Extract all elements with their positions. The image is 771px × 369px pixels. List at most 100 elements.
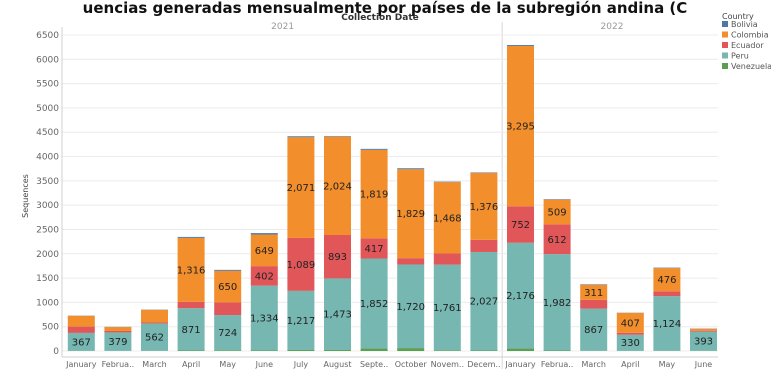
bar-segment-venezuela bbox=[324, 350, 351, 351]
x-tick-label: Novem.. bbox=[431, 360, 464, 369]
bar-segment-ecuador bbox=[543, 224, 571, 255]
data-label-ecuador: 402 bbox=[255, 271, 274, 282]
bar-segment-peru bbox=[397, 264, 425, 349]
y-tick-label: 2500 bbox=[36, 225, 59, 235]
y-tick-label: 0 bbox=[53, 347, 59, 357]
data-label-ecuador: 893 bbox=[328, 252, 347, 263]
x-tick-label: March bbox=[142, 360, 166, 369]
bars bbox=[67, 45, 717, 351]
legend-swatch-ecuador bbox=[722, 42, 728, 48]
data-label-peru: 1,217 bbox=[287, 316, 316, 327]
data-label-peru: 724 bbox=[218, 328, 237, 339]
bar-segment-bolivia bbox=[214, 269, 242, 271]
data-label-peru: 379 bbox=[108, 337, 127, 348]
x-tick-label: June bbox=[694, 360, 713, 369]
data-label-colombia: 1,376 bbox=[470, 202, 499, 213]
bar-segment-colombia bbox=[287, 137, 315, 238]
data-label-ecuador: 612 bbox=[548, 235, 567, 246]
data-label-peru: 330 bbox=[621, 338, 640, 349]
data-label-peru: 2,027 bbox=[470, 297, 499, 308]
data-label-colombia: 2,071 bbox=[287, 183, 316, 194]
bar-segment-venezuela bbox=[397, 348, 425, 351]
bar-segment-colombia bbox=[324, 136, 351, 236]
bar-segment-peru bbox=[580, 308, 608, 351]
data-label-peru: 1,852 bbox=[360, 299, 389, 310]
bar-segment-ecuador bbox=[616, 332, 644, 335]
column-header: Collection Date bbox=[341, 13, 418, 23]
bar-segment-colombia bbox=[141, 309, 168, 323]
bar-segment-colombia bbox=[397, 169, 425, 259]
bar-segment-colombia bbox=[616, 312, 644, 333]
bar-segment-venezuela bbox=[287, 350, 315, 351]
bar-segment-colombia bbox=[433, 182, 461, 254]
bar-segment-ecuador bbox=[690, 330, 717, 332]
bar-segment-venezuela bbox=[433, 350, 461, 351]
bar-segment-colombia bbox=[470, 172, 498, 240]
data-label-ecuador: 1,089 bbox=[287, 260, 316, 271]
bar-segment-bolivia bbox=[177, 236, 205, 238]
bar-segment-colombia bbox=[580, 284, 608, 300]
bar-segment-peru bbox=[287, 290, 315, 351]
legend-swatch-bolivia bbox=[722, 21, 728, 27]
data-label-colombia: 3,295 bbox=[506, 122, 535, 133]
y-axis: 0 500 1000 1500 2000 2500 3000 3500 4000 4500 5000… bbox=[36, 27, 63, 357]
bar-segment-bolivia bbox=[507, 45, 534, 47]
bar-segment-colombia bbox=[104, 327, 132, 331]
data-label-peru: 2,176 bbox=[506, 291, 535, 302]
legend-item-colombia: Colombia bbox=[731, 31, 769, 40]
bar-segment-peru bbox=[177, 308, 205, 351]
bar-segment-colombia bbox=[214, 270, 242, 303]
x-tick-label: Februa.. bbox=[102, 360, 135, 369]
bar-segment-peru bbox=[67, 332, 95, 351]
legend-title: Country bbox=[722, 12, 754, 21]
data-label-colombia: 509 bbox=[548, 208, 567, 219]
data-label-colombia: 1,819 bbox=[360, 190, 389, 201]
x-tick-label: May bbox=[219, 360, 236, 369]
y-axis-label: Sequences bbox=[21, 174, 30, 218]
bar-segment-peru bbox=[214, 315, 242, 351]
legend-item-ecuador: Ecuador bbox=[731, 41, 764, 50]
y-tick-label: 2000 bbox=[36, 250, 59, 260]
bar-segment-peru bbox=[690, 331, 717, 351]
data-label-peru: 393 bbox=[694, 337, 713, 348]
data-label-peru: 367 bbox=[72, 337, 91, 348]
data-label-colombia: 1,468 bbox=[433, 213, 462, 224]
y-tick-label: 6000 bbox=[36, 55, 59, 65]
x-tick-label: June bbox=[255, 360, 274, 369]
bar-segment-ecuador bbox=[250, 266, 278, 286]
legend-item-venezuela: Venezuela bbox=[731, 62, 771, 71]
bar-segment-colombia bbox=[690, 328, 717, 331]
x-tick-label: January bbox=[504, 360, 536, 369]
x-tick-label: Septe.. bbox=[360, 360, 388, 369]
bar-segment-venezuela bbox=[360, 348, 388, 351]
legend-swatch-venezuela bbox=[722, 63, 728, 69]
bar-segment-ecuador bbox=[360, 238, 388, 259]
bar-segment-venezuela bbox=[214, 350, 242, 351]
data-label-colombia: 650 bbox=[218, 282, 237, 293]
y-tick-label: 1000 bbox=[36, 298, 59, 308]
bar-segment-ecuador bbox=[507, 206, 534, 243]
x-tick-label: Februa.. bbox=[541, 360, 574, 369]
data-label-peru: 1,982 bbox=[543, 298, 572, 309]
x-tick-label: April bbox=[182, 360, 200, 369]
bar-segment-colombia bbox=[360, 149, 388, 239]
bar-segment-colombia bbox=[67, 315, 95, 327]
year-label-2021: 2021 bbox=[271, 22, 294, 32]
x-tick-label: August bbox=[324, 360, 352, 369]
x-tick-label: April bbox=[621, 360, 639, 369]
data-label-peru: 1,334 bbox=[250, 314, 279, 325]
gridlines bbox=[62, 34, 718, 352]
data-label-ecuador: 752 bbox=[511, 220, 530, 231]
bar-segment-colombia bbox=[177, 237, 205, 302]
bar-segment-colombia bbox=[507, 46, 534, 207]
x-tick-label: January bbox=[65, 360, 97, 369]
data-label-colombia: 407 bbox=[621, 318, 640, 329]
data-label-colombia: 1,316 bbox=[177, 265, 206, 276]
bar-segment-peru bbox=[104, 332, 132, 351]
data-label-colombia: 476 bbox=[657, 275, 676, 286]
bar-segment-peru bbox=[653, 296, 681, 351]
bar-segment-peru bbox=[324, 278, 351, 351]
bar-segment-colombia bbox=[653, 268, 681, 292]
bar-segment-peru bbox=[507, 242, 534, 349]
